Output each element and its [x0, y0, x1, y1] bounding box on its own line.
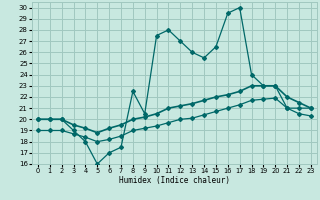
- X-axis label: Humidex (Indice chaleur): Humidex (Indice chaleur): [119, 176, 230, 185]
